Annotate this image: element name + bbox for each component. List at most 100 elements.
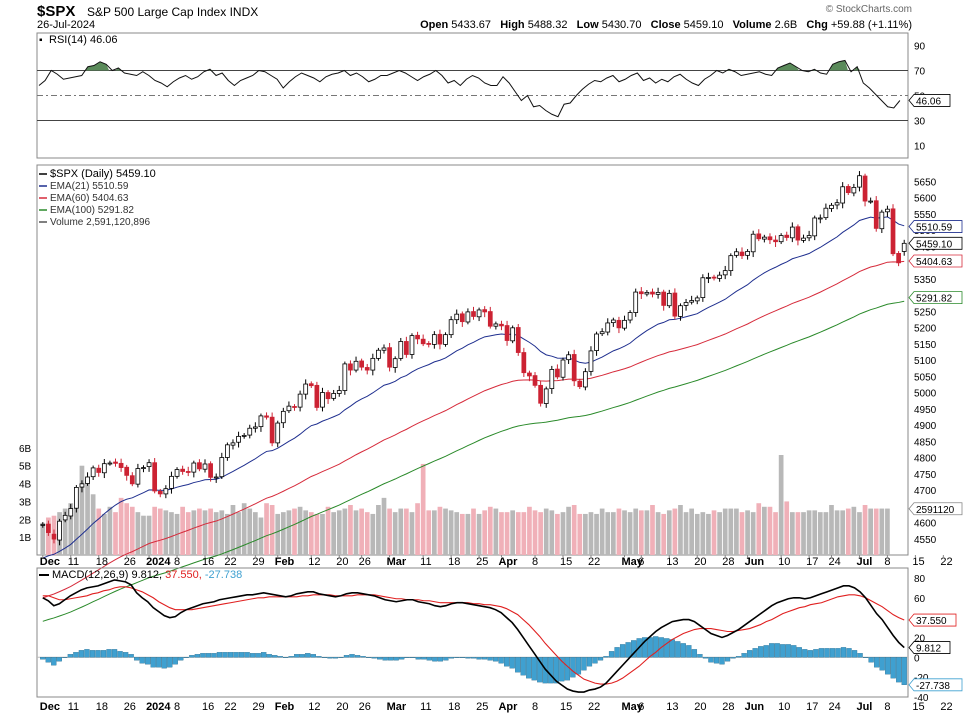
- rsi-line: [38, 59, 901, 118]
- macd-signal-last-label: 37.550: [916, 616, 947, 627]
- macd-x-axis-label: May: [622, 701, 644, 713]
- candle-body: [74, 486, 79, 509]
- symbol: $SPX: [37, 3, 76, 20]
- macd-histogram-bar: [619, 644, 626, 658]
- volume-bar: [454, 512, 460, 555]
- volume-bar: [370, 513, 376, 555]
- price-x-axis-label: 18: [448, 556, 460, 568]
- price-tick-label: 5550: [914, 210, 937, 221]
- macd-histogram-bar: [354, 655, 361, 658]
- volume-bar: [79, 465, 85, 555]
- macd-signal-last-label-box: [908, 613, 957, 627]
- macd-signal-line: [42, 586, 905, 685]
- macd-x-axis-label: 29: [252, 701, 264, 713]
- macd-histogram-bar: [117, 651, 123, 658]
- candle-body: [901, 242, 907, 252]
- macd-histogram-bar: [84, 649, 90, 658]
- price-tick-label: 5100: [914, 356, 937, 367]
- candle-body: [840, 186, 846, 204]
- volume-bar: [577, 513, 583, 555]
- candle-body: [756, 233, 762, 240]
- candle-body: [527, 372, 532, 377]
- macd-histogram-bar: [763, 645, 769, 658]
- macd-histogram-bar: [189, 655, 195, 658]
- price-x-axis-label: 15: [912, 556, 924, 568]
- candle-body: [655, 291, 661, 295]
- volume-bar: [202, 510, 208, 555]
- candle-body: [650, 291, 655, 295]
- volume-bar: [180, 506, 185, 555]
- macd-tick-label: 0: [914, 653, 920, 664]
- volume-bar: [700, 512, 706, 555]
- volume-bar: [191, 510, 197, 555]
- price-x-axis-label: 11: [420, 556, 431, 568]
- volume-bar: [101, 513, 107, 555]
- volume-bar: [845, 508, 851, 555]
- macd-histogram-bar: [448, 657, 455, 659]
- macd-x-axis-label: Jun: [745, 701, 765, 713]
- candle-body: [610, 319, 616, 324]
- volume-bar: [510, 510, 516, 555]
- candle-body: [398, 341, 404, 359]
- candle-body: [817, 217, 823, 220]
- candle-body: [269, 416, 275, 444]
- candle-body: [314, 384, 320, 408]
- price-x-axis-label: 13: [666, 556, 678, 568]
- candle-body: [364, 367, 370, 371]
- rsi-last-label-box: [908, 94, 951, 107]
- volume-bar: [46, 517, 51, 555]
- macd-histogram-bar: [426, 657, 432, 661]
- volume-bar: [141, 515, 146, 555]
- macd-x-axis-label: 2024: [146, 701, 171, 713]
- macd-histogram-bar: [161, 657, 167, 669]
- macd-hist-last-label: -27.738: [916, 681, 950, 692]
- volume-bar: [644, 510, 650, 555]
- macd-histogram-bar: [724, 657, 731, 662]
- candle-body: [191, 462, 197, 473]
- candle-body: [454, 313, 460, 321]
- macd-histogram-bar: [559, 657, 565, 682]
- candle-body: [465, 311, 471, 323]
- volume-bar: [487, 506, 493, 555]
- candle-body: [627, 312, 633, 321]
- volume-bar: [230, 505, 236, 555]
- candle-body: [230, 442, 236, 446]
- macd-histogram-bar: [432, 657, 438, 662]
- candle-body: [236, 435, 241, 443]
- macd-histogram-bar: [829, 648, 836, 658]
- volume-bar: [213, 512, 219, 555]
- candle-body: [202, 463, 208, 470]
- price-tick-label: 4700: [914, 486, 937, 497]
- macd-histogram-bar: [393, 657, 399, 661]
- macd-x-axis-label: 26: [359, 701, 371, 713]
- macd-histogram-bar: [222, 652, 228, 658]
- volume-last-label: 2591120: [916, 505, 955, 516]
- price-x-axis-label: 20: [336, 556, 348, 568]
- candle-body: [320, 392, 325, 408]
- candle-body: [437, 333, 443, 345]
- price-x-axis-label: Apr: [498, 556, 518, 568]
- macd-histogram-bar: [338, 657, 344, 658]
- volume-bar: [264, 503, 269, 555]
- quote-date: 26-Jul-2024: [37, 19, 96, 31]
- macd-x-axis-label: 20: [336, 701, 348, 713]
- candle-body: [543, 388, 549, 404]
- macd-histogram-bar: [316, 656, 322, 658]
- candle-body: [829, 204, 834, 209]
- macd-histogram-bar: [873, 657, 880, 668]
- macd-histogram-bar: [492, 657, 499, 662]
- volume-bar: [543, 508, 549, 555]
- ema60-last-label-box: [908, 254, 963, 268]
- macd-histogram-bar: [62, 657, 68, 658]
- macd-last-label: 9.812: [916, 644, 941, 655]
- ema100-last-label-box: [908, 291, 963, 305]
- macd-histogram-bar: [774, 643, 780, 658]
- close-label: Close: [650, 19, 681, 31]
- macd-x-axis-label: 11: [420, 701, 431, 713]
- candle-body: [571, 354, 577, 382]
- price-x-axis-label: 22: [224, 556, 236, 568]
- macd-histogram-bar: [45, 657, 51, 663]
- candle-body: [487, 311, 493, 327]
- candle-body: [197, 462, 202, 470]
- candle-body: [504, 325, 510, 341]
